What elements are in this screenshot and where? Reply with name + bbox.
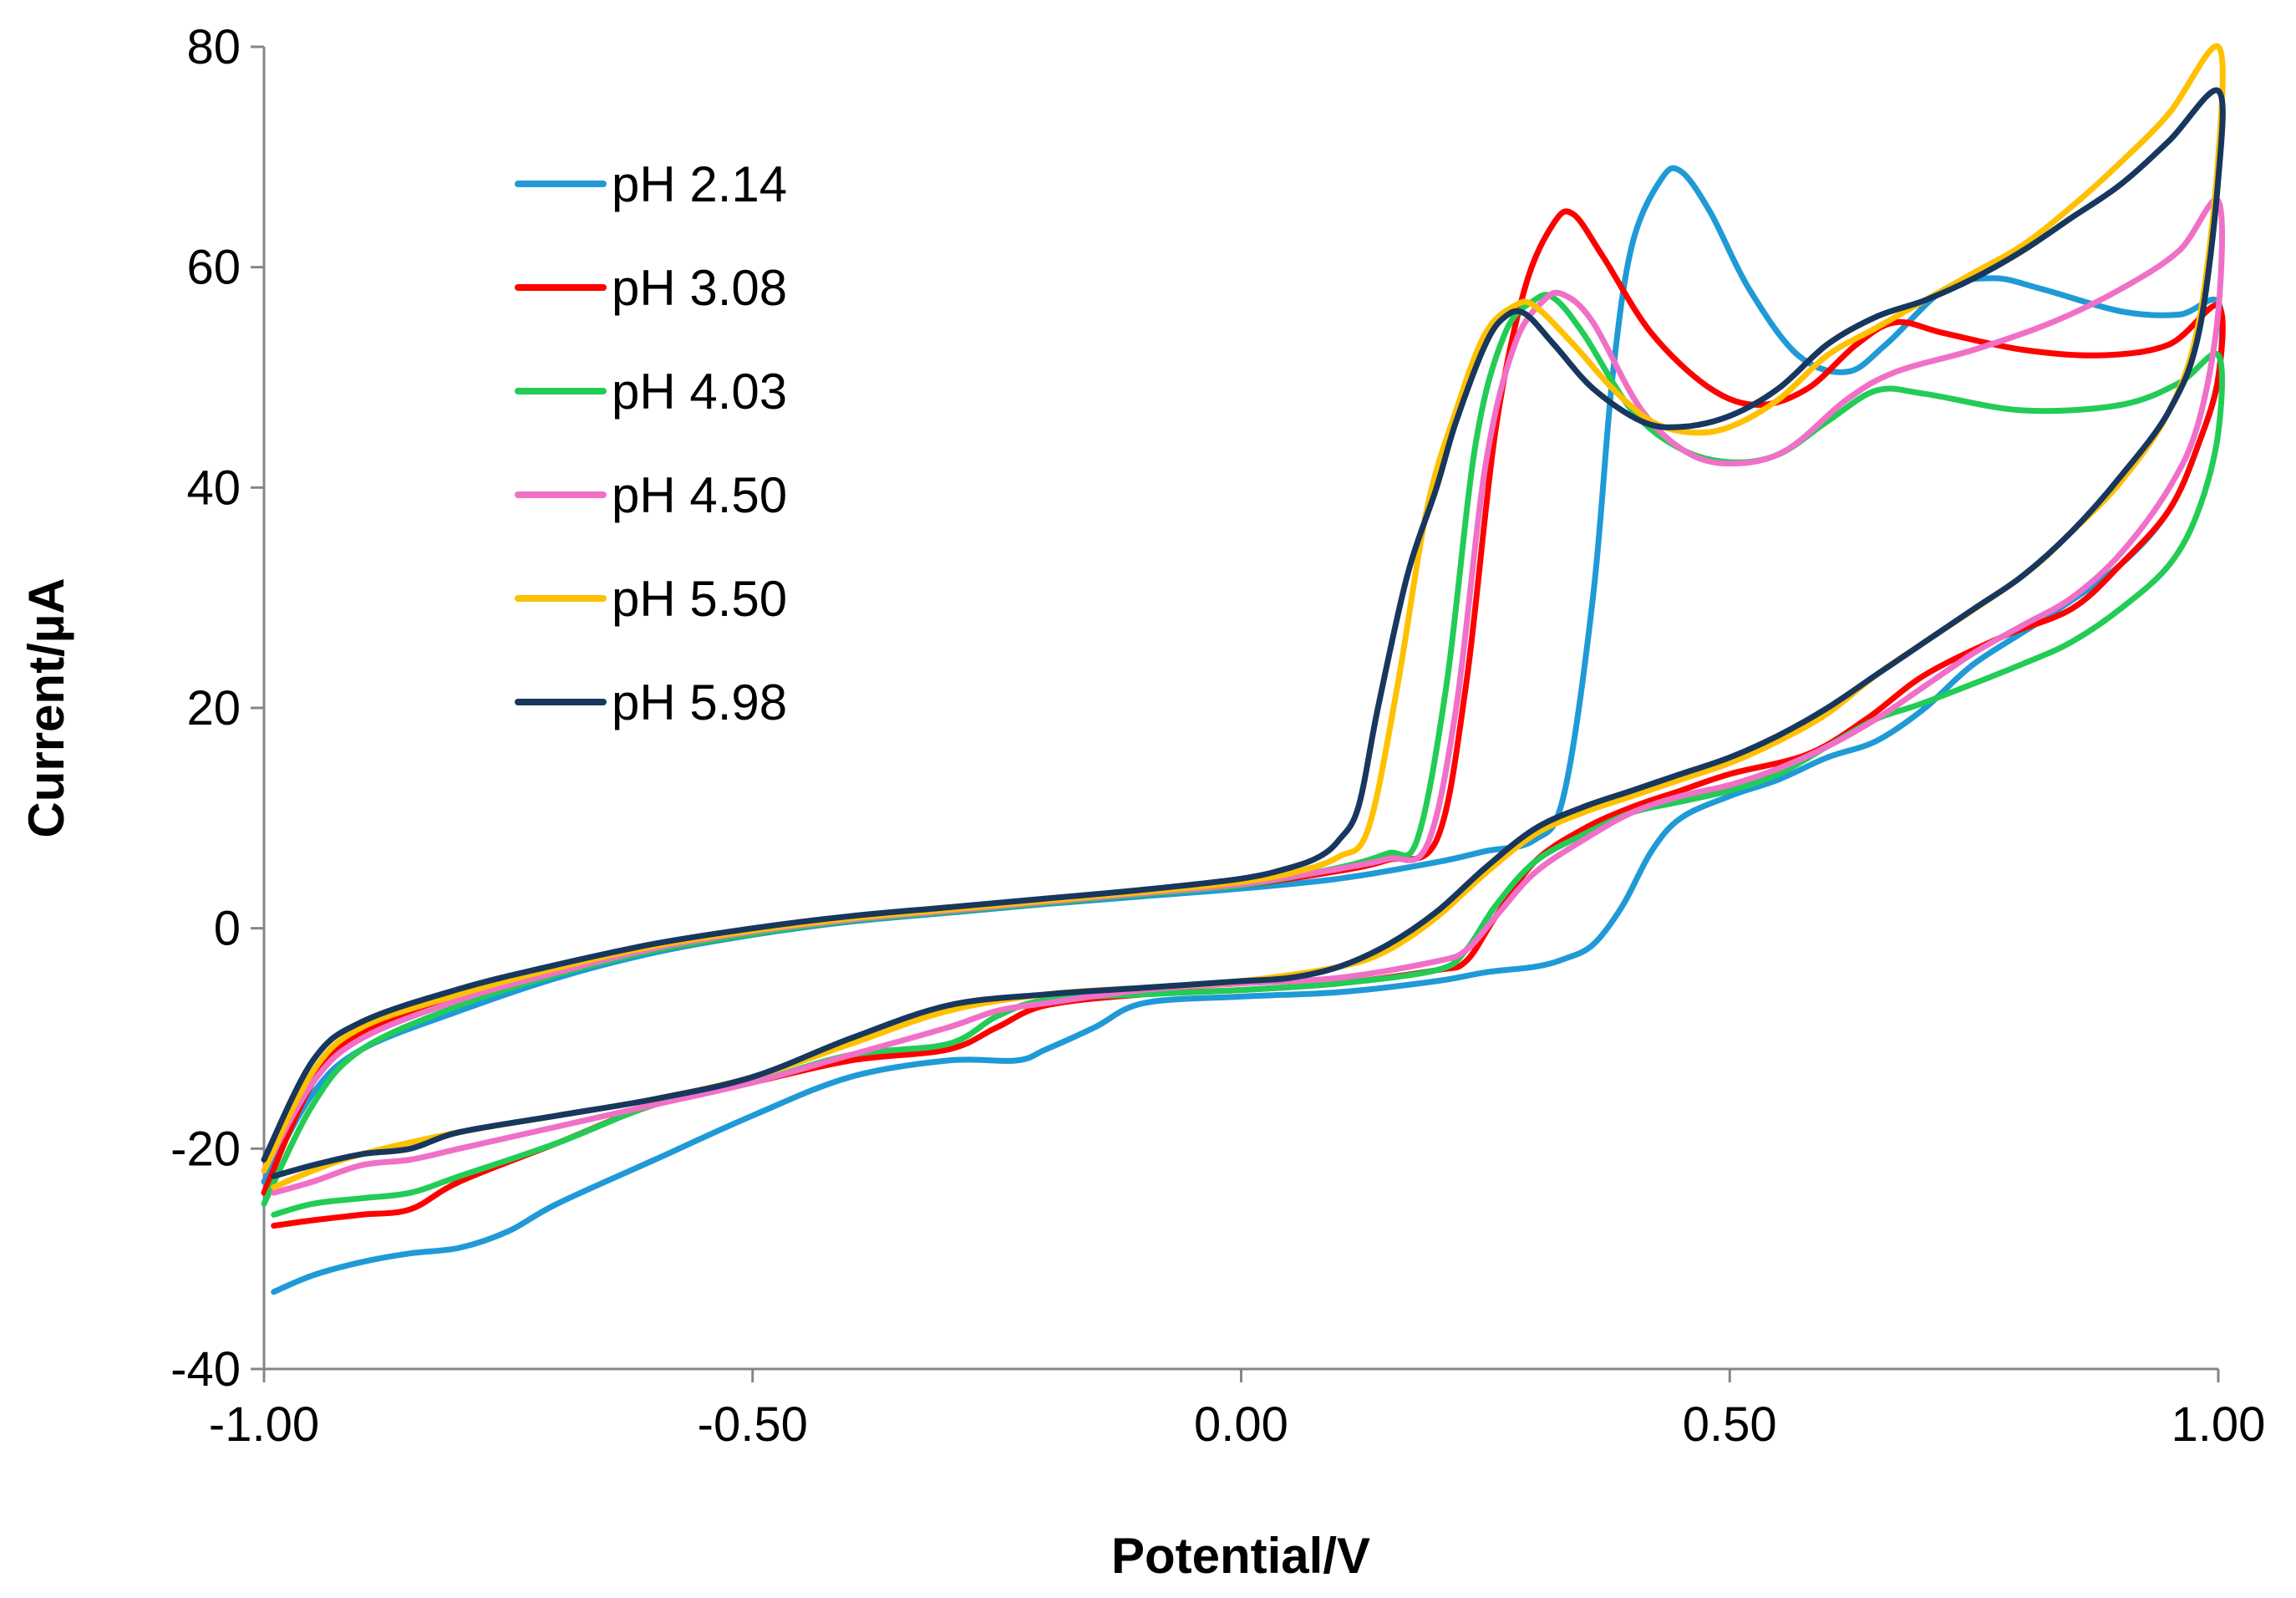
x-tick-label: -0.50 [698, 1397, 808, 1452]
x-ticks: -1.00 -0.50 0.00 0.50 1.00 [209, 1369, 2266, 1452]
legend-label: pH 3.08 [612, 260, 787, 316]
y-tick-label: -20 [170, 1122, 241, 1176]
series-line-ph-2-14 [261, 165, 2225, 1295]
legend-label: pH 4.50 [612, 467, 787, 523]
series-line-ph-4-03 [261, 292, 2225, 1218]
y-tick-label: 20 [186, 681, 241, 735]
y-axis-title: Current/µA [18, 578, 74, 837]
series-group [261, 43, 2226, 1295]
x-tick-label: 0.50 [1683, 1397, 1777, 1452]
y-tick-label: 0 [214, 902, 241, 956]
y-tick-label: 40 [186, 461, 241, 515]
x-tick-label: -1.00 [209, 1397, 319, 1452]
y-tick-label: -40 [170, 1342, 241, 1397]
legend-label: pH 4.03 [612, 364, 787, 420]
legend: pH 2.14 pH 3.08 pH 4.03 pH 4.50 pH 5.50 pH 5.… [515, 156, 787, 730]
legend-label: pH 5.98 [612, 674, 787, 730]
y-ticks: -40 -20 0 20 40 60 80 [170, 20, 264, 1397]
x-axis-title: Potential/V [1111, 1528, 1370, 1584]
series-line-ph-4-50 [261, 196, 2226, 1196]
legend-label: pH 5.50 [612, 571, 787, 627]
y-tick-label: 60 [186, 241, 241, 295]
series-line-ph-5-50 [261, 43, 2226, 1190]
x-tick-label: 0.00 [1194, 1397, 1288, 1452]
series-line-ph-5-98 [261, 87, 2226, 1179]
legend-label: pH 2.14 [612, 156, 787, 212]
y-tick-label: 80 [186, 20, 241, 74]
x-tick-label: 1.00 [2172, 1397, 2266, 1452]
